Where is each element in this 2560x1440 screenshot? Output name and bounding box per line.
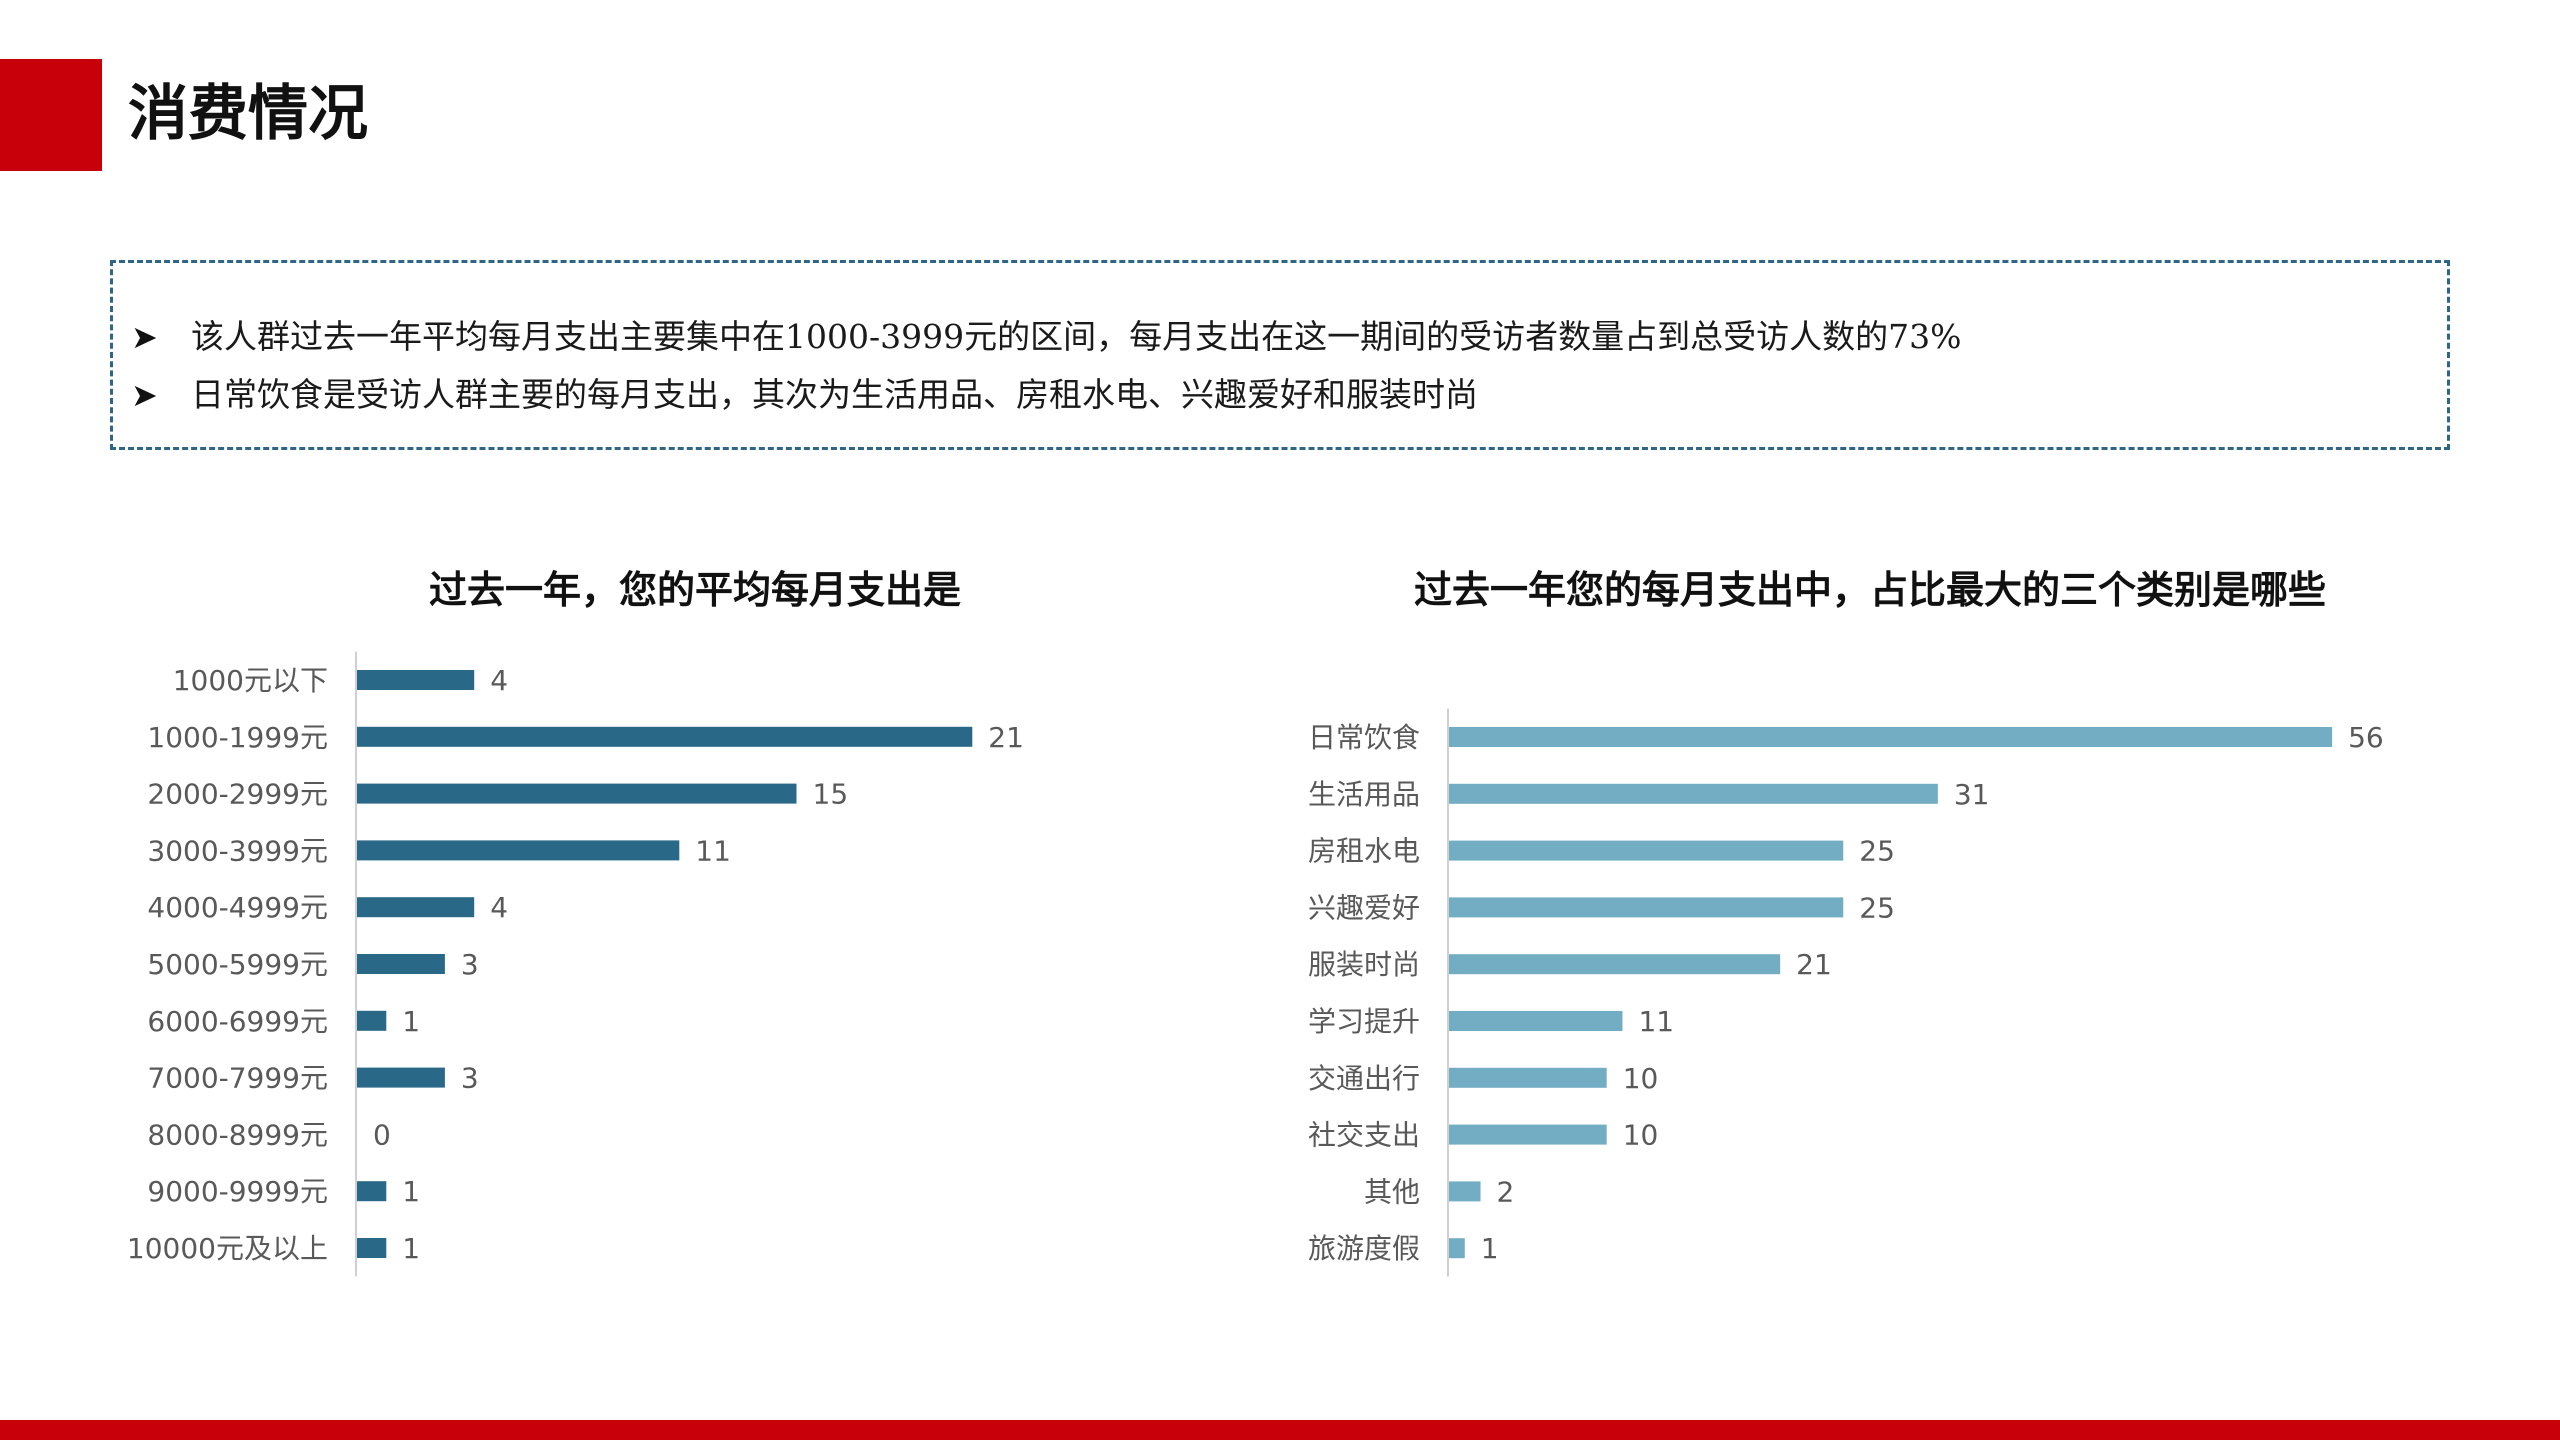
summary-bullet-1: ➤ 该人群过去一年平均每月支出主要集中在1000-3999元的区间，每月支出在这一… [131,311,1961,363]
data-label: 56 [2348,721,2384,754]
bar [357,1010,387,1031]
bar [357,840,680,861]
title-accent-block [0,59,102,171]
data-label: 25 [1859,891,1895,924]
bar [1449,840,1844,861]
category-label: 交通出行 [1308,1062,1420,1095]
category-label: 6000-6999元 [147,1005,328,1038]
bar [357,1181,387,1202]
arrowhead-icon: ➤ [131,376,158,414]
category-label: 9000-9999元 [147,1175,328,1208]
data-label: 4 [490,664,508,697]
category-label: 8000-8999元 [147,1118,328,1151]
category-label: 生活用品 [1308,778,1420,811]
data-label: 3 [461,948,479,981]
data-label: 1 [402,1175,420,1208]
summary-bullet-1-text: 该人群过去一年平均每月支出主要集中在1000-3999元的区间，每月支出在这一期… [191,317,1962,356]
bar [357,783,797,804]
footer-bar [0,1420,2560,1440]
category-label: 1000元以下 [173,664,328,697]
summary-box: ➤ 该人群过去一年平均每月支出主要集中在1000-3999元的区间，每月支出在这一… [110,260,2450,450]
data-label: 4 [490,891,508,924]
chart-title-top-categories: 过去一年您的每月支出中，占比最大的三个类别是哪些 [1413,567,2326,612]
category-label: 1000-1999元 [147,721,328,754]
data-label: 15 [813,778,849,811]
category-label: 兴趣爱好 [1308,891,1420,924]
category-label: 房租水电 [1308,835,1420,868]
bar [1449,1067,1607,1088]
data-label: 10 [1623,1062,1659,1095]
data-label: 21 [1796,948,1832,981]
bar [1449,954,1781,975]
category-label: 旅游度假 [1308,1232,1420,1265]
data-label: 31 [1954,778,1990,811]
data-label: 1 [402,1232,420,1265]
data-label: 3 [461,1062,479,1095]
category-label: 服装时尚 [1308,948,1420,981]
category-label: 7000-7999元 [147,1062,328,1095]
bar [1449,1238,1465,1259]
category-label: 2000-2999元 [147,778,328,811]
data-label: 25 [1859,835,1895,868]
category-label: 10000元及以上 [127,1232,328,1265]
data-label: 11 [695,834,731,867]
category-label: 4000-4999元 [147,891,328,924]
data-label: 1 [402,1005,420,1038]
page-title: 消费情况 [128,79,368,149]
arrowhead-icon: ➤ [131,318,158,356]
bar [1449,783,1938,804]
bar [1449,1011,1623,1031]
bar [1449,727,2333,747]
bar [1449,897,1844,918]
data-label: 0 [373,1118,391,1151]
chart-title-monthly-spending: 过去一年，您的平均每月支出是 [428,567,961,612]
data-label: 2 [1497,1175,1515,1208]
bar [357,954,445,974]
data-label: 21 [988,721,1024,754]
bar [1449,1124,1607,1145]
data-label: 10 [1623,1119,1659,1152]
bar [357,1238,387,1258]
category-label: 3000-3999元 [147,834,328,867]
category-label: 其他 [1364,1175,1420,1208]
bar [357,670,475,690]
category-label: 学习提升 [1308,1005,1420,1038]
bar [357,726,973,747]
bar [357,1067,445,1088]
category-label: 社交支出 [1308,1119,1420,1152]
data-label: 11 [1638,1005,1674,1038]
category-label: 日常饮食 [1308,721,1420,754]
monthly-spending-bar-chart: 1000元以下 4 1000-1999元 21 2000-2999元 15 3000-399… [127,651,1024,1277]
summary-bullet-2: ➤ 日常饮食是受访人群主要的每月支出，其次为生活用品、房租水电、兴趣爱好和服装时尚 [131,369,1478,421]
summary-bullet-2-text: 日常饮食是受访人群主要的每月支出，其次为生活用品、房租水电、兴趣爱好和服装时尚 [191,375,1478,414]
category-label: 5000-5999元 [147,948,328,981]
bar [357,897,475,918]
data-label: 1 [1481,1232,1499,1265]
bar [1449,1181,1481,1202]
